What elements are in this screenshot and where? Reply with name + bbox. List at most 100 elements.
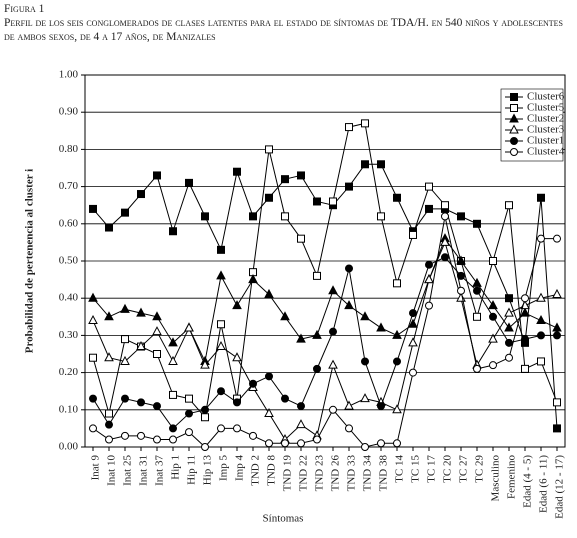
data-point: [345, 424, 353, 433]
legend-label: Cluster4: [527, 146, 565, 158]
data-point: [552, 288, 562, 298]
y-axis-label: Probabilidad de pertenencia al cluster i: [24, 169, 36, 353]
data-point: [313, 364, 321, 373]
x-tick-label: Imp 4: [234, 455, 246, 481]
data-point: [505, 338, 513, 347]
data-point: [377, 160, 385, 169]
data-point: [313, 271, 321, 280]
legend-marker: [510, 148, 518, 156]
data-point: [265, 193, 273, 202]
x-tick-label: Hip 1: [170, 455, 182, 480]
x-tick-label: TND 38: [378, 455, 390, 492]
data-point: [377, 402, 385, 411]
data-point: [169, 435, 177, 444]
data-point: [360, 311, 370, 321]
data-point: [264, 407, 274, 418]
data-point: [505, 353, 513, 362]
x-tick-label: Femenino: [506, 455, 518, 499]
data-point: [248, 274, 258, 284]
data-point: [185, 428, 193, 437]
data-point: [424, 274, 434, 284]
data-point: [377, 212, 385, 221]
x-tick-label: TC 17: [426, 455, 438, 483]
data-point: [233, 398, 241, 407]
x-tick-label: Inat 37: [154, 455, 166, 486]
data-point: [217, 424, 225, 433]
data-point: [121, 394, 129, 403]
data-point: [361, 160, 369, 169]
y-tick-label: 0.90: [59, 106, 79, 118]
legend-marker: [510, 137, 518, 145]
data-point: [232, 352, 242, 362]
x-tick-label: TND 2: [250, 455, 262, 486]
data-point: [440, 236, 450, 246]
data-point: [409, 230, 417, 239]
x-tick-label: TND 19: [282, 455, 294, 492]
data-point: [152, 326, 162, 336]
data-point: [121, 431, 129, 440]
data-point: [425, 260, 433, 269]
data-point: [473, 286, 481, 295]
data-point: [296, 333, 306, 343]
data-point: [425, 301, 433, 310]
data-point: [521, 335, 529, 344]
data-point: [536, 292, 546, 302]
data-point: [265, 439, 273, 448]
data-point: [456, 292, 466, 302]
data-point: [153, 350, 161, 358]
legend-marker: [509, 124, 519, 134]
data-point: [425, 182, 433, 191]
data-point: [504, 322, 514, 332]
data-point: [441, 212, 449, 221]
x-tick-label: Masculino: [490, 455, 502, 502]
data-point: [328, 285, 338, 295]
data-point: [472, 277, 482, 287]
data-point: [280, 311, 290, 321]
x-tick-label: TC 14: [394, 455, 406, 483]
x-tick-label: TND 26: [330, 455, 342, 492]
y-tick-label: 0.70: [59, 180, 79, 192]
data-point: [216, 270, 226, 280]
series-line: [92, 237, 558, 364]
x-tick-label: Inat 31: [138, 455, 150, 486]
data-point: [217, 387, 225, 396]
data-point: [104, 311, 114, 321]
data-point: [521, 364, 529, 373]
data-point: [297, 402, 305, 411]
data-point: [121, 335, 129, 344]
series-line: [92, 240, 558, 441]
legend-marker: [510, 104, 518, 112]
y-tick-label: 0.50: [59, 255, 79, 267]
data-point: [281, 439, 289, 448]
data-point: [137, 431, 145, 440]
data-point: [553, 331, 561, 340]
x-tick-label: TC 29: [474, 455, 486, 483]
data-point: [441, 201, 449, 210]
data-point: [520, 307, 530, 317]
data-point: [89, 353, 97, 362]
data-point: [89, 204, 97, 213]
y-tick-label: 0.40: [59, 292, 79, 304]
data-point: [153, 171, 161, 180]
data-point: [489, 257, 497, 265]
data-point: [297, 171, 305, 180]
legend-marker: [509, 113, 519, 123]
data-point: [392, 329, 402, 339]
data-point: [281, 394, 289, 403]
data-point: [89, 394, 97, 403]
legend-label: Cluster3: [527, 124, 565, 136]
data-point: [329, 405, 337, 414]
data-point: [505, 201, 513, 210]
data-point: [136, 340, 146, 351]
data-point: [281, 212, 289, 221]
data-point: [104, 352, 114, 362]
x-tick-label: TND 22: [298, 455, 310, 491]
data-point: [201, 405, 209, 414]
data-point: [345, 123, 353, 132]
data-point: [521, 294, 529, 303]
legend-label: Cluster6: [527, 91, 565, 103]
x-tick-label: TC 15: [410, 455, 422, 483]
data-point: [169, 390, 177, 399]
header: Figura 1 Perfil de los seis conglomerado…: [4, 2, 572, 44]
